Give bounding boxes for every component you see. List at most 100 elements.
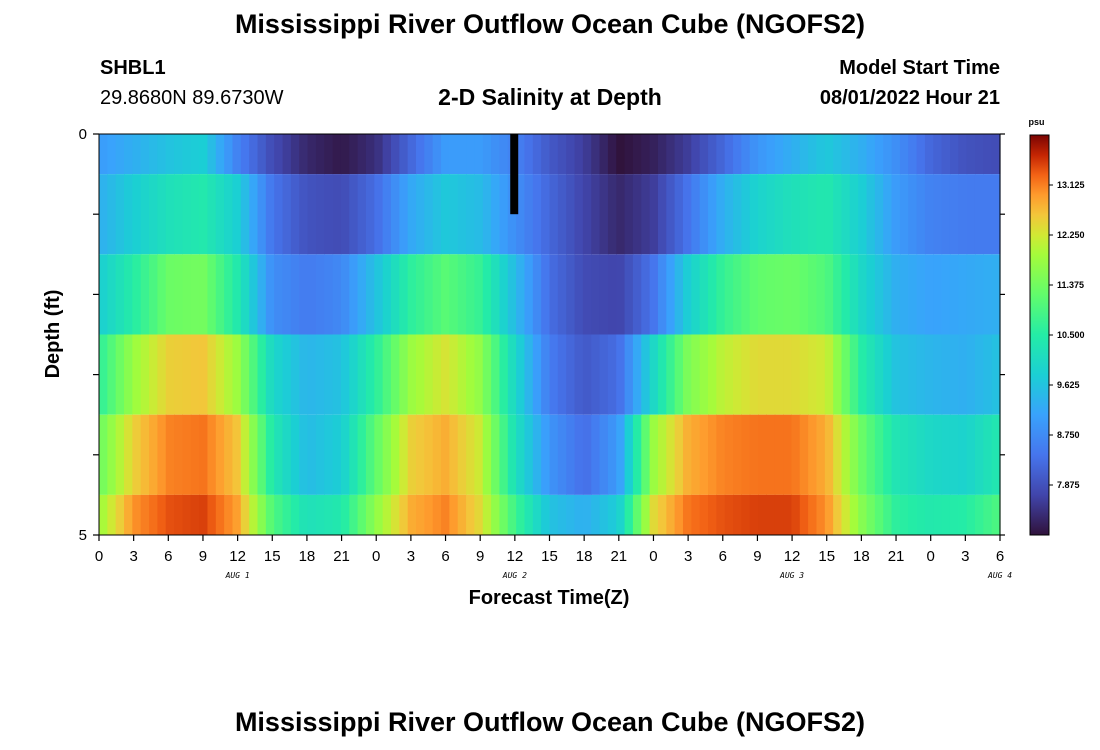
heatmap-cell — [883, 174, 893, 255]
heatmap-cell — [783, 254, 793, 335]
heatmap-cell — [541, 254, 551, 335]
heatmap-cell — [390, 414, 400, 495]
heatmap-cell — [441, 174, 450, 255]
heatmap-cell — [224, 254, 234, 335]
heatmap-cell — [849, 134, 859, 175]
heatmap-cell — [190, 334, 200, 415]
heatmap-cell — [407, 334, 417, 415]
heatmap-cell — [741, 134, 751, 175]
heatmap-cell — [874, 134, 884, 175]
heatmap-cell — [382, 254, 392, 335]
heatmap-cell — [908, 134, 918, 175]
heatmap-cell — [115, 334, 125, 415]
heatmap-cell — [549, 174, 559, 255]
heatmap-cell — [274, 494, 284, 535]
heatmap-cell — [716, 174, 726, 255]
heatmap-cell — [299, 254, 309, 335]
heatmap-cell — [107, 414, 117, 495]
heatmap-cell — [99, 414, 108, 495]
heatmap-cell — [432, 414, 442, 495]
heatmap-cell — [974, 494, 984, 535]
heatmap-cell — [157, 414, 167, 495]
heatmap-cell — [866, 254, 876, 335]
heatmap-cell — [190, 494, 200, 535]
heatmap-cell — [215, 174, 225, 255]
heatmap-cell — [733, 174, 742, 255]
heatmap-cell — [299, 134, 309, 175]
heatmap-cell — [641, 494, 651, 535]
heatmap-cell — [841, 134, 851, 175]
heatmap-cell — [107, 334, 117, 415]
heatmap-cell — [974, 334, 984, 415]
heatmap-cell — [499, 254, 509, 335]
heatmap-cell — [799, 334, 809, 415]
heatmap-cell — [749, 414, 759, 495]
heatmap-cell — [324, 254, 334, 335]
heatmap-cell — [532, 174, 542, 255]
heatmap-cell — [340, 334, 350, 415]
heatmap-cell — [532, 134, 542, 175]
heatmap-cell — [349, 334, 359, 415]
heatmap-cell — [791, 494, 801, 535]
heatmap-cell — [249, 254, 259, 335]
heatmap-cell — [224, 494, 234, 535]
heatmap-cell — [482, 254, 492, 335]
chart-title: Mississippi River Outflow Ocean Cube (NG… — [234, 9, 866, 39]
heatmap-cell — [357, 494, 367, 535]
heatmap-cell — [641, 174, 651, 255]
heatmap-cell — [574, 134, 584, 175]
heatmap-cell — [507, 494, 517, 535]
heatmap-cell — [265, 254, 275, 335]
heatmap-cell — [149, 414, 158, 495]
heatmap-cell — [265, 494, 275, 535]
heatmap-cell — [516, 334, 526, 415]
heatmap-cell — [466, 334, 476, 415]
heatmap-cell — [324, 414, 334, 495]
heatmap-cell — [449, 254, 459, 335]
heatmap-cell — [524, 134, 534, 175]
heatmap-cell — [441, 254, 450, 335]
heatmap-cell — [157, 134, 167, 175]
heatmap-cell — [140, 494, 150, 535]
heatmap-cell — [324, 174, 334, 255]
heatmap-cell — [582, 134, 592, 175]
station-id: SHBL1 — [100, 57, 166, 79]
heatmap-cell — [591, 494, 601, 535]
heatmap-cell — [833, 334, 843, 415]
heatmap-cell — [282, 494, 292, 535]
heatmap-cell — [532, 334, 542, 415]
heatmap-cell — [232, 494, 242, 535]
heatmap-cell — [257, 254, 267, 335]
heatmap-cell — [274, 174, 284, 255]
heatmap-cell — [182, 414, 192, 495]
heatmap-cell — [541, 334, 551, 415]
heatmap-cell — [582, 254, 592, 335]
heatmap-cell — [365, 254, 375, 335]
heatmap-cell — [883, 414, 893, 495]
heatmap-cell — [357, 174, 367, 255]
heatmap-cell — [290, 134, 300, 175]
heatmap-cell — [766, 254, 776, 335]
heatmap-cell — [657, 134, 667, 175]
x-day-label: AUG 1 — [225, 571, 250, 580]
heatmap-cell — [941, 254, 951, 335]
heatmap-cell — [174, 494, 184, 535]
heatmap-cell — [749, 174, 759, 255]
heatmap-cell — [374, 334, 384, 415]
heatmap-cell — [499, 334, 509, 415]
heatmap-cell — [833, 414, 843, 495]
heatmap-cell — [866, 494, 876, 535]
heatmap-cell — [240, 334, 250, 415]
heatmap-cell — [182, 134, 192, 175]
heatmap-cell — [908, 414, 918, 495]
heatmap-cell — [632, 334, 642, 415]
heatmap-cell — [924, 494, 934, 535]
heatmap-cell — [374, 174, 384, 255]
heatmap-cell — [332, 414, 342, 495]
heatmap-cell — [107, 494, 117, 535]
heatmap-cell — [232, 414, 242, 495]
heatmap-cell — [491, 134, 501, 175]
heatmap-cell — [124, 334, 133, 415]
heatmap-cell — [691, 494, 701, 535]
heatmap-cell — [549, 254, 559, 335]
